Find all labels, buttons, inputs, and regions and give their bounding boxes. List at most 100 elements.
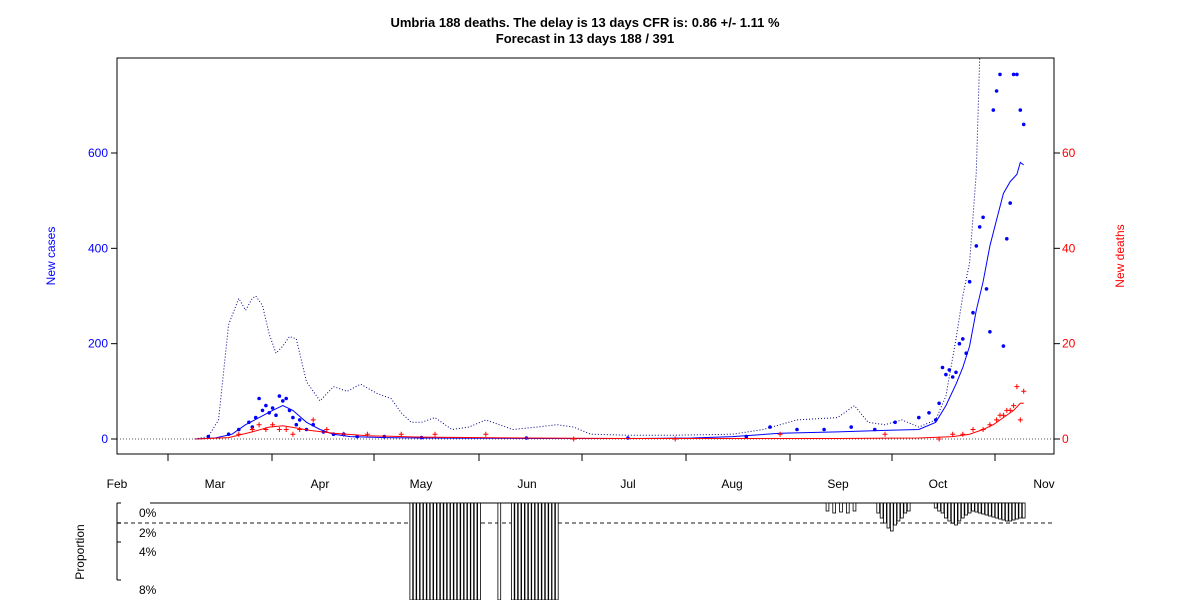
x-tick-label: Nov	[1033, 477, 1054, 491]
cases-point	[1011, 72, 1016, 77]
cases-point	[994, 89, 999, 93]
deaths-point	[970, 427, 976, 432]
proportion-bars	[409, 502, 1026, 600]
right-axis-title: New deaths	[1113, 224, 1127, 287]
deaths-point	[994, 417, 1000, 423]
cases-point	[822, 427, 826, 432]
left-axis-title: New cases	[44, 227, 58, 286]
deaths-point	[882, 431, 888, 437]
cases-point	[1015, 72, 1019, 77]
proportion-bar	[456, 502, 461, 600]
cases-point	[284, 396, 289, 401]
cases-point	[977, 225, 982, 229]
deaths-point	[249, 427, 255, 432]
x-axis: Feb Mar Apr May Jun Jul Aug Sep Oct Nov	[107, 454, 1055, 491]
proportion-bar	[429, 502, 434, 600]
cases-point	[1005, 237, 1009, 241]
proportion-bar	[906, 502, 911, 512]
x-tick-label: Sep	[827, 477, 849, 491]
proportion-bar	[1015, 502, 1019, 520]
proportion-bar	[876, 502, 880, 514]
left-axis: 0 200 400 600	[88, 146, 117, 446]
deaths-point	[310, 417, 316, 423]
proportion-bar	[988, 502, 992, 517]
cases-point	[277, 394, 282, 398]
cases-point	[1018, 108, 1023, 112]
cases-point	[281, 399, 285, 403]
proportion-bar	[453, 502, 458, 600]
cases-point	[998, 72, 1002, 77]
proportion-bar	[852, 502, 857, 512]
plot-frame	[116, 57, 1055, 455]
right-axis: 0 20 40 60	[1054, 146, 1076, 446]
proportion-bar	[954, 502, 958, 526]
deaths-point	[1014, 384, 1020, 390]
deaths-point	[777, 431, 783, 437]
proportion-bar	[839, 502, 843, 513]
cases-point	[264, 403, 268, 408]
proportion-bar	[426, 502, 431, 600]
proportion-axis-title: Proportion	[73, 524, 87, 579]
cases-point	[260, 408, 265, 413]
cases-point	[257, 396, 261, 401]
cases-point	[927, 411, 931, 415]
proportion-bar	[436, 502, 441, 600]
cases-point	[961, 337, 965, 341]
right-tick-label: 60	[1062, 146, 1076, 160]
proportion-bar	[903, 502, 908, 514]
proportion-bar	[964, 502, 968, 516]
proportion-bar	[994, 502, 999, 519]
proportion-bar	[409, 502, 414, 600]
proportion-bar	[947, 502, 952, 522]
cases-smooth-line	[194, 161, 1024, 440]
proportion-bar	[450, 502, 454, 600]
proportion-bar	[551, 502, 556, 600]
proportion-bar	[531, 502, 535, 600]
deaths-point	[1011, 403, 1017, 409]
deaths-point	[1017, 417, 1023, 423]
cases-point	[1001, 344, 1006, 348]
proportion-bar	[433, 502, 437, 600]
proportion-bar	[446, 502, 451, 600]
proportion-panel: Proportion 0% 2% 4% 8%	[73, 502, 1054, 600]
proportion-tick-label: 4%	[139, 545, 157, 559]
proportion-bar	[1008, 502, 1012, 522]
proportion-bar	[937, 502, 941, 512]
proportion-bar	[1011, 502, 1016, 521]
proportion-bar	[412, 502, 417, 600]
proportion-bar	[534, 502, 539, 600]
proportion-bar	[463, 502, 468, 600]
deaths-point	[276, 427, 282, 432]
deaths-point	[960, 431, 966, 437]
cases-point	[297, 418, 302, 422]
deaths-point	[324, 427, 330, 432]
cases-point	[937, 401, 941, 406]
proportion-bar	[977, 502, 982, 514]
deaths-point	[256, 422, 262, 428]
cases-point	[991, 108, 996, 112]
proportion-ticks: 0% 2% 4% 8%	[117, 502, 157, 597]
proportion-bar	[470, 502, 474, 600]
proportion-bar	[971, 502, 975, 512]
x-tick-label: Aug	[721, 477, 742, 491]
proportion-bar	[477, 502, 481, 600]
proportion-bar	[950, 502, 955, 524]
cases-point	[984, 287, 989, 291]
cases-point	[967, 279, 972, 284]
proportion-bar	[521, 502, 525, 600]
x-tick-label: Feb	[107, 477, 128, 491]
cases-point	[950, 375, 955, 379]
right-tick-label: 0	[1062, 432, 1069, 446]
proportion-bar	[998, 502, 1002, 520]
proportion-bar	[957, 502, 962, 522]
proportion-bar	[900, 502, 904, 519]
deaths-point	[398, 431, 404, 437]
proportion-bar	[1005, 502, 1009, 522]
proportion-bar	[510, 502, 515, 600]
deaths-point	[950, 431, 956, 437]
deaths-point	[290, 431, 296, 437]
proportion-bar	[517, 502, 522, 600]
cases-point	[849, 425, 853, 429]
proportion-bar	[416, 502, 420, 600]
deaths-point	[1021, 388, 1027, 394]
